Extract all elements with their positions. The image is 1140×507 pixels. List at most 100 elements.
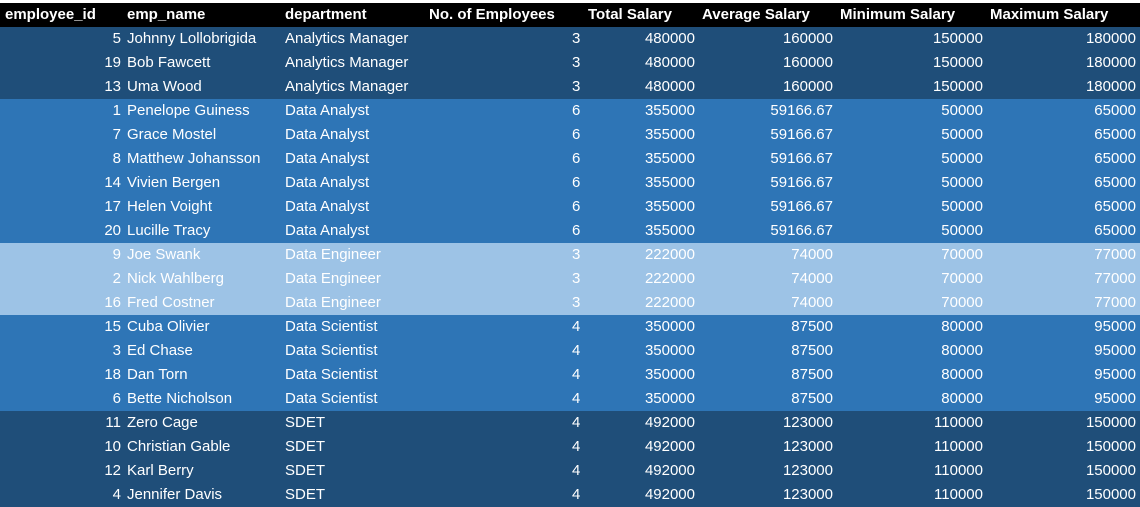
cell-num-employees[interactable]: 4	[572, 438, 581, 455]
cell-num-employees[interactable]: 4	[572, 342, 581, 359]
header-department[interactable]: department	[285, 6, 367, 23]
cell-minimum-salary[interactable]: 80000	[941, 390, 983, 407]
cell-department[interactable]: Data Scientist	[285, 390, 378, 407]
cell-emp-name[interactable]: Vivien Bergen	[127, 174, 221, 191]
cell-minimum-salary[interactable]: 150000	[932, 30, 983, 47]
cell-total-salary[interactable]: 355000	[644, 222, 695, 239]
cell-maximum-salary[interactable]: 77000	[1094, 294, 1136, 311]
cell-maximum-salary[interactable]: 65000	[1094, 102, 1136, 119]
cell-num-employees[interactable]: 3	[572, 78, 581, 95]
cell-department[interactable]: Data Scientist	[285, 366, 378, 383]
cell-emp-name[interactable]: Dan Torn	[127, 366, 188, 383]
cell-minimum-salary[interactable]: 150000	[932, 54, 983, 71]
cell-maximum-salary[interactable]: 180000	[1085, 30, 1136, 47]
header-maximum-salary[interactable]: Maximum Salary	[990, 6, 1109, 23]
cell-maximum-salary[interactable]: 95000	[1094, 342, 1136, 359]
cell-employee-id[interactable]: 15	[104, 318, 121, 335]
cell-total-salary[interactable]: 355000	[644, 150, 695, 167]
cell-maximum-salary[interactable]: 65000	[1094, 198, 1136, 215]
cell-maximum-salary[interactable]: 150000	[1085, 486, 1136, 503]
cell-department[interactable]: Data Engineer	[285, 246, 381, 263]
cell-num-employees[interactable]: 4	[572, 318, 581, 335]
cell-maximum-salary[interactable]: 180000	[1085, 54, 1136, 71]
cell-num-employees[interactable]: 6	[572, 126, 581, 143]
header-total-salary[interactable]: Total Salary	[588, 6, 672, 23]
cell-maximum-salary[interactable]: 95000	[1094, 366, 1136, 383]
cell-average-salary[interactable]: 59166.67	[770, 126, 833, 143]
cell-minimum-salary[interactable]: 80000	[941, 366, 983, 383]
cell-employee-id[interactable]: 16	[104, 294, 121, 311]
cell-num-employees[interactable]: 4	[572, 414, 581, 431]
cell-department[interactable]: Data Analyst	[285, 150, 370, 167]
cell-emp-name[interactable]: Fred Costner	[127, 294, 215, 311]
cell-num-employees[interactable]: 6	[572, 102, 581, 119]
header-average-salary[interactable]: Average Salary	[702, 6, 810, 23]
cell-num-employees[interactable]: 4	[572, 366, 581, 383]
cell-num-employees[interactable]: 3	[572, 294, 581, 311]
cell-emp-name[interactable]: Karl Berry	[127, 462, 194, 479]
cell-employee-id[interactable]: 7	[112, 126, 121, 143]
cell-minimum-salary[interactable]: 50000	[941, 126, 983, 143]
cell-total-salary[interactable]: 480000	[644, 54, 695, 71]
cell-minimum-salary[interactable]: 110000	[934, 486, 983, 503]
cell-department[interactable]: Analytics Manager	[285, 30, 409, 47]
cell-average-salary[interactable]: 74000	[791, 246, 833, 263]
cell-average-salary[interactable]: 160000	[782, 78, 833, 95]
cell-employee-id[interactable]: 20	[104, 222, 121, 239]
cell-emp-name[interactable]: Zero Cage	[127, 414, 198, 431]
cell-average-salary[interactable]: 123000	[782, 414, 833, 431]
cell-minimum-salary[interactable]: 50000	[941, 174, 983, 191]
cell-maximum-salary[interactable]: 65000	[1094, 150, 1136, 167]
cell-total-salary[interactable]: 355000	[644, 126, 695, 143]
cell-maximum-salary[interactable]: 65000	[1094, 174, 1136, 191]
cell-average-salary[interactable]: 160000	[782, 54, 833, 71]
cell-department[interactable]: Data Analyst	[285, 102, 370, 119]
cell-num-employees[interactable]: 3	[572, 54, 581, 71]
cell-department[interactable]: Data Analyst	[285, 174, 370, 191]
cell-maximum-salary[interactable]: 150000	[1085, 414, 1136, 431]
cell-average-salary[interactable]: 59166.67	[770, 102, 833, 119]
cell-department[interactable]: SDET	[285, 462, 326, 479]
cell-department[interactable]: Analytics Manager	[285, 78, 409, 95]
cell-emp-name[interactable]: Nick Wahlberg	[127, 270, 224, 287]
cell-department[interactable]: Data Analyst	[285, 198, 370, 215]
header-minimum-salary[interactable]: Minimum Salary	[840, 6, 956, 23]
cell-total-salary[interactable]: 480000	[644, 78, 695, 95]
cell-maximum-salary[interactable]: 180000	[1085, 78, 1136, 95]
cell-num-employees[interactable]: 6	[572, 174, 581, 191]
cell-average-salary[interactable]: 87500	[791, 390, 833, 407]
cell-minimum-salary[interactable]: 50000	[941, 102, 983, 119]
cell-total-salary[interactable]: 492000	[644, 414, 695, 431]
cell-total-salary[interactable]: 350000	[644, 390, 695, 407]
cell-average-salary[interactable]: 123000	[782, 462, 833, 479]
cell-total-salary[interactable]: 222000	[644, 246, 695, 263]
cell-minimum-salary[interactable]: 50000	[941, 198, 983, 215]
cell-department[interactable]: SDET	[285, 438, 326, 455]
cell-total-salary[interactable]: 480000	[644, 30, 695, 47]
cell-employee-id[interactable]: 1	[112, 102, 121, 119]
cell-average-salary[interactable]: 59166.67	[770, 174, 833, 191]
cell-average-salary[interactable]: 59166.67	[770, 150, 833, 167]
cell-emp-name[interactable]: Joe Swank	[127, 246, 201, 263]
cell-num-employees[interactable]: 4	[572, 390, 581, 407]
cell-minimum-salary[interactable]: 110000	[934, 462, 983, 479]
cell-num-employees[interactable]: 3	[572, 246, 581, 263]
cell-total-salary[interactable]: 222000	[644, 294, 695, 311]
cell-total-salary[interactable]: 350000	[644, 342, 695, 359]
cell-average-salary[interactable]: 74000	[791, 270, 833, 287]
cell-department[interactable]: SDET	[285, 486, 326, 503]
header-emp-name[interactable]: emp_name	[127, 6, 206, 23]
cell-department[interactable]: Data Analyst	[285, 126, 370, 143]
cell-emp-name[interactable]: Uma Wood	[127, 78, 202, 95]
cell-emp-name[interactable]: Lucille Tracy	[127, 222, 211, 239]
cell-department[interactable]: Data Engineer	[285, 294, 381, 311]
cell-average-salary[interactable]: 123000	[782, 486, 833, 503]
cell-employee-id[interactable]: 10	[104, 438, 121, 455]
cell-average-salary[interactable]: 160000	[782, 30, 833, 47]
cell-employee-id[interactable]: 6	[112, 390, 121, 407]
cell-minimum-salary[interactable]: 150000	[932, 78, 983, 95]
header-employee-id[interactable]: employee_id	[5, 6, 96, 23]
cell-employee-id[interactable]: 11	[105, 414, 121, 431]
cell-minimum-salary[interactable]: 80000	[941, 318, 983, 335]
cell-employee-id[interactable]: 19	[104, 54, 121, 71]
